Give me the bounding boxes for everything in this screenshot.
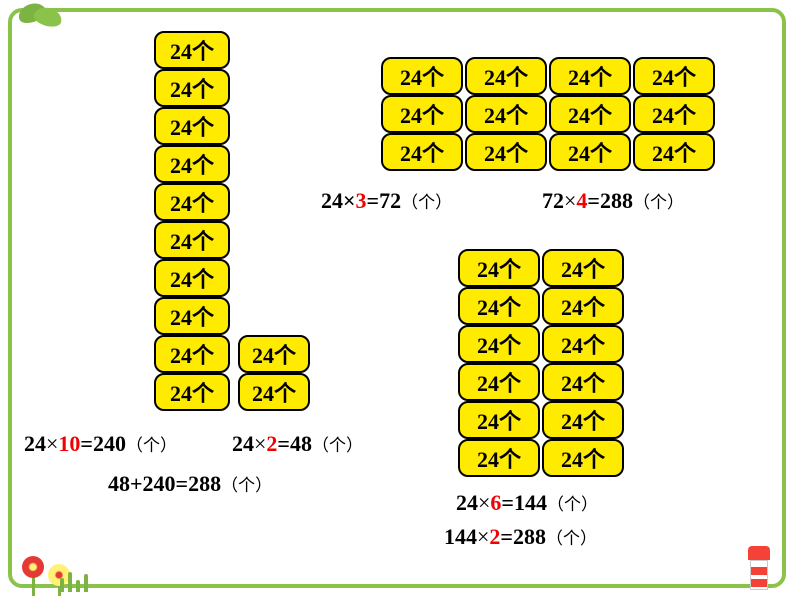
eq-part: （个） [401, 193, 452, 212]
eq-part: 48+240=288 [108, 471, 221, 496]
box-col10: 24个 [154, 221, 230, 259]
eq-part: 2 [266, 431, 277, 456]
box-col10: 24个 [154, 259, 230, 297]
box-grid3x4: 24个 [381, 95, 463, 133]
eq-part: 24 [24, 431, 46, 456]
eq-part: 72 [542, 188, 564, 213]
box-grid3x4: 24个 [549, 133, 631, 171]
box-grid3x4: 24个 [549, 95, 631, 133]
eq-part: =288 [500, 524, 546, 549]
box-grid6x2: 24个 [542, 363, 624, 401]
eq-part: × [564, 188, 576, 213]
equation-e3: 48+240=288（个） [108, 471, 272, 497]
equation-e5: 72×4=288（个） [542, 188, 684, 214]
box-col10: 24个 [154, 297, 230, 335]
eq-part: =288 [587, 188, 633, 213]
box-grid3x4: 24个 [465, 133, 547, 171]
box-grid6x2: 24个 [542, 325, 624, 363]
eq-part: 144 [444, 524, 477, 549]
box-grid6x2: 24个 [542, 401, 624, 439]
box-grid6x2: 24个 [542, 287, 624, 325]
corner-leaves-deco [12, 0, 72, 50]
box-col10: 24个 [154, 373, 230, 411]
box-grid3x4: 24个 [633, 95, 715, 133]
eq-part: × [477, 524, 489, 549]
eq-part: 3 [356, 188, 367, 213]
box-grid3x4: 24个 [381, 133, 463, 171]
box-col2: 24个 [238, 335, 310, 373]
box-grid3x4: 24个 [381, 57, 463, 95]
eq-part: （个） [633, 193, 684, 212]
equation-e4: 24×3=72（个） [321, 188, 452, 214]
box-col10: 24个 [154, 31, 230, 69]
grass-deco [60, 570, 120, 592]
equation-e6: 24×6=144（个） [456, 490, 598, 516]
box-grid6x2: 24个 [542, 249, 624, 287]
eq-part: 24 [321, 188, 343, 213]
eq-part: 10 [58, 431, 80, 456]
box-col10: 24个 [154, 69, 230, 107]
eq-part: 24 [456, 490, 478, 515]
box-grid6x2: 24个 [458, 401, 540, 439]
eq-part: （个） [547, 495, 598, 514]
box-col10: 24个 [154, 107, 230, 145]
box-col10: 24个 [154, 335, 230, 373]
box-col10: 24个 [154, 145, 230, 183]
eq-part: × [46, 431, 58, 456]
box-grid3x4: 24个 [633, 133, 715, 171]
eq-part: =72 [367, 188, 402, 213]
box-grid6x2: 24个 [458, 325, 540, 363]
equation-e2: 24×2=48（个） [232, 431, 363, 457]
eq-part: × [254, 431, 266, 456]
equation-e7: 144×2=288（个） [444, 524, 597, 550]
lighthouse-deco [742, 538, 776, 590]
eq-part: （个） [126, 436, 177, 455]
box-grid6x2: 24个 [542, 439, 624, 477]
eq-part: 6 [490, 490, 501, 515]
eq-part: =144 [501, 490, 547, 515]
eq-part: 4 [576, 188, 587, 213]
eq-part: × [478, 490, 490, 515]
box-grid6x2: 24个 [458, 249, 540, 287]
box-grid3x4: 24个 [549, 57, 631, 95]
box-grid3x4: 24个 [465, 95, 547, 133]
eq-part: （个） [221, 476, 272, 495]
box-grid3x4: 24个 [465, 57, 547, 95]
box-col2: 24个 [238, 373, 310, 411]
eq-part: 2 [489, 524, 500, 549]
box-grid3x4: 24个 [633, 57, 715, 95]
box-grid6x2: 24个 [458, 439, 540, 477]
box-grid6x2: 24个 [458, 287, 540, 325]
eq-part: =240 [80, 431, 126, 456]
eq-part: × [343, 188, 356, 213]
box-col10: 24个 [154, 183, 230, 221]
eq-part: （个） [312, 436, 363, 455]
eq-part: （个） [546, 529, 597, 548]
equation-e1: 24×10=240（个） [24, 431, 177, 457]
eq-part: =48 [277, 431, 312, 456]
eq-part: 24 [232, 431, 254, 456]
box-grid6x2: 24个 [458, 363, 540, 401]
